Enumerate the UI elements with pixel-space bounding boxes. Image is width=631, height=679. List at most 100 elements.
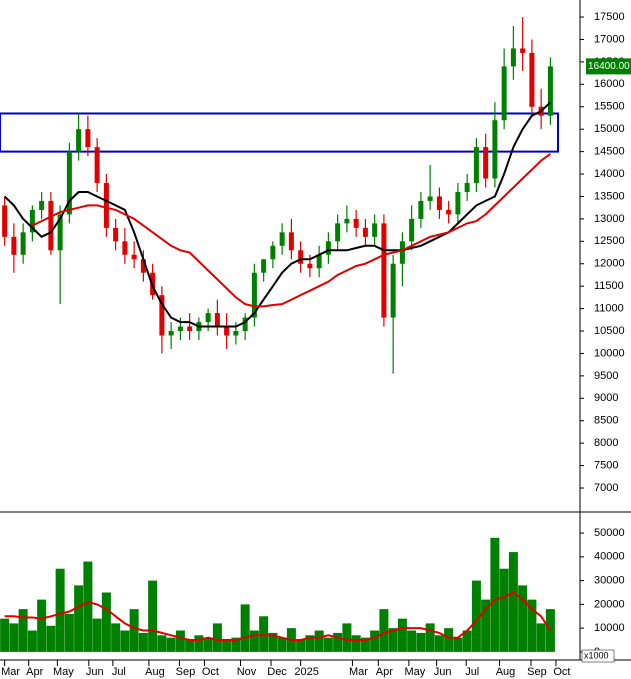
volume-bar [157, 635, 167, 652]
candle-body [242, 317, 248, 332]
candle-body [427, 196, 433, 201]
candle-body [122, 241, 128, 255]
last-price-label: 16400.00 [588, 61, 630, 72]
candle-body [399, 241, 405, 264]
volume-bar [268, 632, 278, 652]
volume-bar [83, 561, 93, 652]
moving-average-line [3, 101, 552, 328]
candle-body [446, 209, 452, 215]
volume-bar [37, 599, 47, 652]
x-tick-label: Mar [349, 666, 368, 678]
y-tick-label: 12000 [594, 258, 625, 270]
y-tick-label: 40000 [594, 551, 625, 563]
x-tick-label: 2025 [294, 666, 318, 678]
candle-body [362, 227, 368, 237]
x-tick-label: Apr [26, 666, 43, 678]
y-tick-label: 10000 [594, 622, 625, 634]
y-tick-label: 9500 [594, 370, 618, 382]
volume-bar [388, 628, 398, 652]
x-tick-label: Mar [1, 666, 20, 678]
candle-body [168, 331, 174, 336]
candle-body [48, 200, 54, 251]
y-tick-label: 11000 [594, 303, 624, 315]
candle-body [381, 223, 387, 318]
candle-body [2, 205, 8, 237]
volume-bar [323, 637, 333, 652]
candle-body [57, 214, 63, 251]
volume-bar [536, 623, 546, 652]
volume-bar [185, 640, 195, 652]
y-tick-label: 50000 [594, 527, 625, 539]
y-tick-label: 8000 [594, 437, 618, 449]
volume-bar [490, 537, 500, 652]
y-tick-label: 10000 [594, 347, 625, 359]
volume-bar [527, 599, 537, 652]
candle-body [344, 218, 350, 224]
candle-body [140, 259, 146, 273]
candle-body [372, 223, 378, 237]
volume-bar [342, 623, 352, 652]
candle-body [224, 326, 230, 336]
volume-bar [453, 637, 463, 652]
y-tick-label: 9000 [594, 392, 618, 404]
y-tick-label: 13000 [594, 213, 625, 225]
x-tick-label: Aug [145, 666, 165, 678]
candle-body [501, 66, 507, 121]
volume-bar [518, 585, 528, 652]
candle-body [29, 209, 35, 233]
candle-body [455, 191, 461, 215]
x-tick-label: Apr [376, 666, 393, 678]
volume-bar [249, 630, 259, 652]
volume-bar [462, 630, 472, 652]
volume-bar [18, 609, 28, 652]
volume-bar [0, 618, 10, 652]
y-tick-label: 10500 [594, 325, 625, 337]
volume-bar [434, 635, 444, 652]
volume-bar [333, 632, 343, 652]
x-tick-label: Jun [86, 666, 104, 678]
volume-bar [314, 630, 324, 652]
last-price-box [586, 58, 631, 75]
volume-bar [296, 640, 306, 652]
candle-body [473, 147, 479, 184]
volume-bar [194, 635, 204, 652]
volume-bar [397, 618, 407, 652]
volume-bar [481, 599, 491, 652]
volume-bar [444, 628, 454, 652]
volume-bar [74, 585, 84, 652]
volume-bar [46, 625, 56, 652]
y-tick-label: 15000 [594, 123, 625, 135]
volume-bar [175, 630, 185, 652]
y-tick-label: 14000 [594, 168, 625, 180]
candle-body [279, 232, 285, 246]
volume-bar [9, 623, 19, 652]
candle-body [353, 218, 359, 228]
moving-average-line [4, 591, 552, 641]
volume-bar [305, 635, 315, 652]
volume-bar [203, 637, 213, 652]
x-tick-label: Dec [267, 666, 287, 678]
y-tick-label: 11500 [594, 280, 624, 292]
x-tick-label: Aug [496, 666, 516, 678]
candle-body [131, 254, 137, 260]
y-tick-label: 8500 [594, 415, 618, 427]
y-tick-label: 7000 [594, 482, 618, 494]
candle-body [335, 223, 341, 242]
candle-body [20, 232, 26, 255]
candle-body [11, 236, 17, 255]
candle-body [520, 48, 526, 53]
candle-body [94, 147, 100, 184]
candle-body [205, 313, 211, 323]
volume-bar [407, 630, 417, 652]
volume-bar [545, 609, 555, 652]
y-tick-label: 16000 [594, 78, 625, 90]
x-tick-label: Jul [465, 666, 479, 678]
candle-body [418, 200, 424, 219]
volume-bar [129, 609, 139, 652]
x-tick-label: May [53, 666, 74, 678]
candle-body [529, 52, 535, 107]
candle-body [214, 313, 220, 327]
volume-bar [231, 637, 241, 652]
moving-average-line [31, 153, 551, 308]
